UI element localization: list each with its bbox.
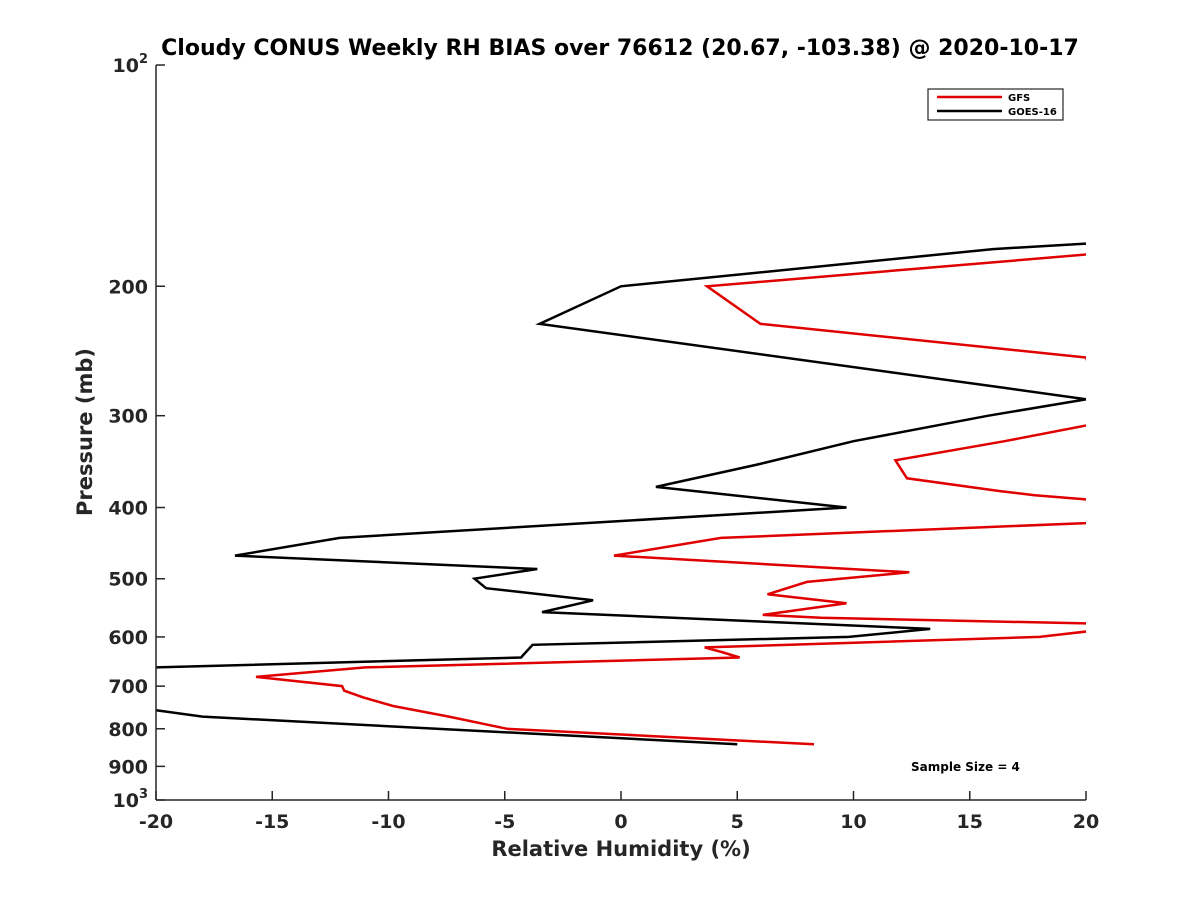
series-layer <box>156 242 1086 746</box>
x-tick-label: 5 <box>731 811 744 833</box>
x-tick-label: -10 <box>371 811 405 833</box>
y-tick-label: 300 <box>108 406 148 428</box>
y-tick-label: 900 <box>108 756 148 778</box>
x-tick-label: -5 <box>494 811 515 833</box>
y-tick-label: 600 <box>108 627 148 649</box>
x-tick-label: 10 <box>840 811 866 833</box>
x-ticks: -20 -15 -10 -5 0 5 10 15 20 <box>139 791 1099 833</box>
y-tick-label: 103 <box>113 787 149 812</box>
legend: GFS GOES-16 <box>927 88 1064 121</box>
x-tick-label: 20 <box>1073 811 1099 833</box>
legend-label-goes16: GOES-16 <box>1008 107 1057 118</box>
y-tick-label: 400 <box>108 498 148 520</box>
legend-label-gfs: GFS <box>1008 93 1030 104</box>
y-tick-label: 102 <box>113 52 149 77</box>
y-ticks: 102 200 300 400 500 600 700 800 900 103 <box>108 52 165 812</box>
y-axis-label: Pressure (mb) <box>73 348 97 516</box>
x-tick-label: -20 <box>139 811 173 833</box>
x-tick-label: -15 <box>255 811 289 833</box>
series-line-gfs <box>255 253 1086 746</box>
x-tick-label: 0 <box>614 811 627 833</box>
sample-size-annotation: Sample Size = 4 <box>911 760 1020 774</box>
legend-box <box>927 88 1064 121</box>
chart-title: Cloudy CONUS Weekly RH BIAS over 76612 (… <box>161 36 1079 61</box>
series-line-goes16 <box>156 242 1086 746</box>
y-tick-label: 200 <box>108 276 148 298</box>
y-tick-label: 800 <box>108 719 148 741</box>
x-tick-label: 15 <box>957 811 983 833</box>
y-tick-label: 500 <box>108 569 148 591</box>
y-tick-label: 700 <box>108 676 148 698</box>
x-axis-label: Relative Humidity (%) <box>491 837 750 861</box>
